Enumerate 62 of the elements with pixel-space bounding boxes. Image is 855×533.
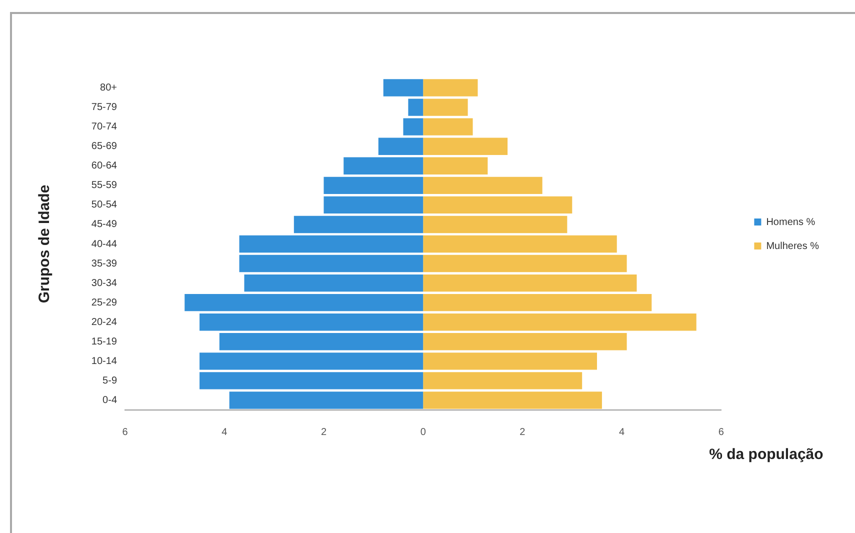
bar: [324, 176, 424, 194]
bar: [423, 274, 637, 292]
x-tick-label: 6: [122, 426, 128, 438]
bar: [403, 118, 424, 136]
bar: [423, 333, 627, 350]
bar: [423, 392, 602, 409]
x-tick-label: 0: [420, 426, 426, 438]
bar: [423, 98, 468, 116]
x-tick-label: 4: [222, 426, 228, 438]
bar: [423, 176, 542, 194]
bar: [344, 157, 424, 174]
bar: [423, 352, 597, 370]
y-tick-label: 25-29: [91, 297, 118, 308]
y-tick-label: 5-9: [102, 375, 118, 386]
bar: [219, 333, 424, 350]
bar: [423, 314, 696, 331]
bar: [423, 254, 627, 272]
bar: [294, 216, 424, 234]
y-tick-label: 30-34: [91, 278, 118, 289]
y-tick-label: 50-54: [91, 200, 118, 211]
y-tick-label: 80+: [100, 82, 118, 94]
y-tick-label: 55-59: [91, 180, 118, 192]
bar: [408, 98, 424, 116]
y-tick-label: 45-49: [91, 219, 118, 230]
bar: [239, 254, 424, 272]
bar: [423, 79, 478, 96]
bar: [184, 294, 424, 312]
bar: [244, 274, 424, 292]
y-tick-label: 65-69: [91, 141, 118, 152]
legend-label: Mulheres %: [766, 240, 820, 252]
bar: [423, 196, 572, 214]
bar: [423, 372, 582, 390]
bar: [239, 235, 424, 253]
x-tick-label: 4: [619, 426, 626, 438]
y-tick-label: 40-44: [91, 238, 118, 250]
bar: [423, 294, 652, 312]
bar: [423, 216, 568, 234]
x-tick-label: 2: [320, 426, 327, 438]
bar: [423, 138, 508, 155]
y-tick-label: 70-74: [91, 122, 118, 133]
y-tick-label: 10-14: [91, 356, 118, 367]
y-tick-label: 75-79: [91, 102, 118, 114]
bar: [324, 196, 424, 214]
y-tick-label: 0-4: [102, 394, 118, 406]
y-tick-label: 15-19: [91, 336, 118, 348]
bar: [423, 118, 473, 136]
bar: [423, 235, 617, 253]
x-axis-title: % da população: [709, 446, 824, 464]
bar: [200, 372, 424, 390]
x-tick-label: 2: [520, 426, 526, 438]
y-tick-label: 20-24: [91, 316, 118, 328]
bar: [383, 79, 424, 96]
y-tick-label: 60-64: [91, 160, 118, 172]
legend-label: Homens %: [766, 216, 816, 228]
bar: [200, 314, 424, 331]
bar: [378, 138, 424, 155]
x-tick-label: 6: [718, 426, 724, 438]
bar: [423, 157, 488, 174]
bar: [229, 392, 424, 409]
y-tick-label: 35-39: [91, 258, 118, 270]
bar: [200, 352, 424, 370]
y-axis-title: Grupos de Idade: [36, 184, 54, 304]
